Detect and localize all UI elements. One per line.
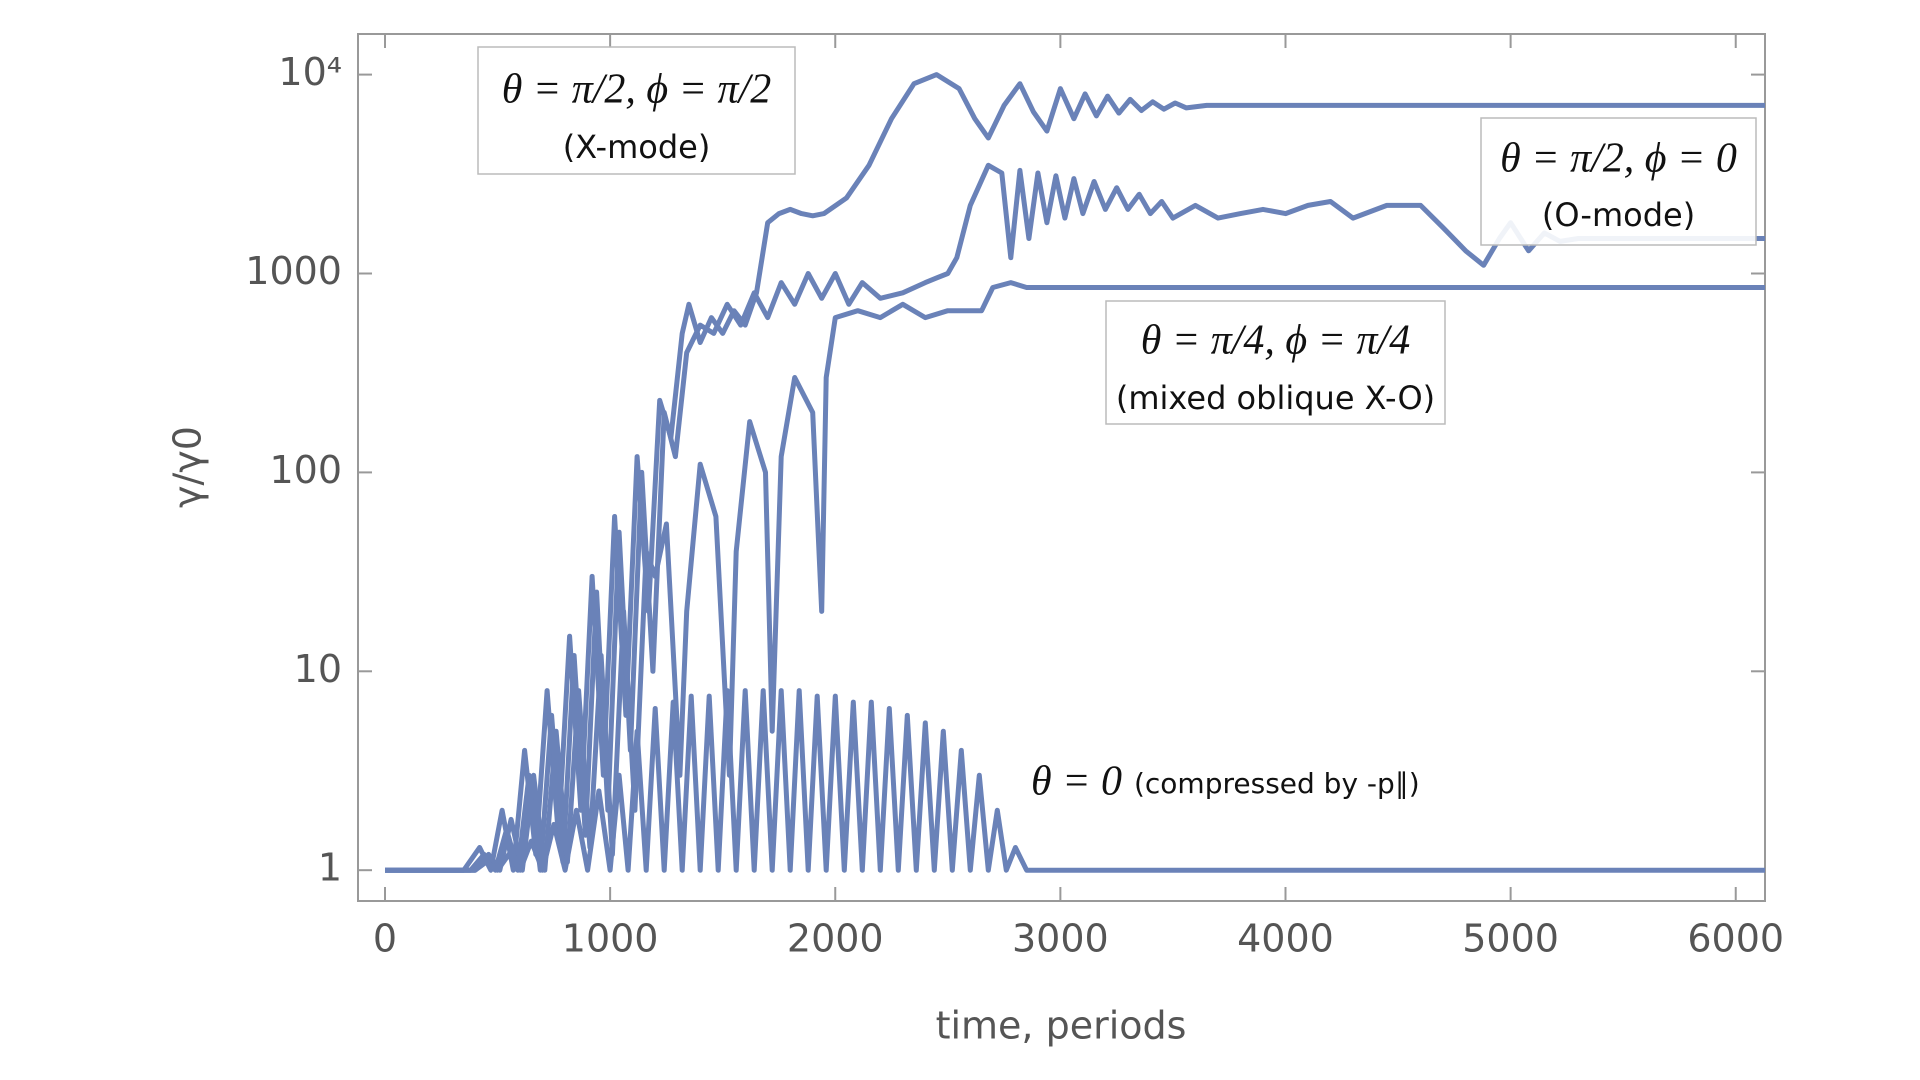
annotation-box <box>1105 300 1446 425</box>
x-tick-label: 2000 <box>787 917 884 961</box>
x-axis-label: time, periods <box>936 1004 1187 1048</box>
annotation-note: (O-mode) <box>1542 196 1695 234</box>
annotation-math: θ = π/2, ϕ = 0 <box>1500 136 1737 182</box>
x-tick-label: 1000 <box>562 917 659 961</box>
annotation-box <box>477 46 796 175</box>
x-tick-label: 5000 <box>1462 917 1559 961</box>
x-tick-label: 4000 <box>1237 917 1334 961</box>
y-tick-label: 10⁴ <box>278 50 342 94</box>
plot-frame <box>357 33 1766 902</box>
y-tick-label: 1 <box>318 846 342 890</box>
x-tick-label: 6000 <box>1687 917 1784 961</box>
series-line <box>385 688 1765 873</box>
annotation-math: θ = π/2, ϕ = π/2 <box>502 67 771 113</box>
series-line <box>385 162 1765 873</box>
annotation-math: θ = 0 <box>1031 759 1122 805</box>
y-axis-label: γ/γ0 <box>166 426 210 508</box>
annotation-note: (X-mode) <box>563 128 711 166</box>
annotation-box <box>1480 117 1757 246</box>
y-tick-label: 100 <box>269 448 342 492</box>
annotation-note: (compressed by -p∥) <box>1134 767 1420 800</box>
annotation-note: (mixed oblique X-O) <box>1116 379 1435 417</box>
annotation-math: θ = π/4, ϕ = π/4 <box>1141 318 1410 364</box>
y-tick-label: 1000 <box>245 249 342 293</box>
x-tick-label: 3000 <box>1012 917 1109 961</box>
x-tick-label: 0 <box>373 917 397 961</box>
series-line <box>385 280 1765 873</box>
y-tick-label: 10 <box>294 647 342 691</box>
series-group <box>385 72 1765 873</box>
